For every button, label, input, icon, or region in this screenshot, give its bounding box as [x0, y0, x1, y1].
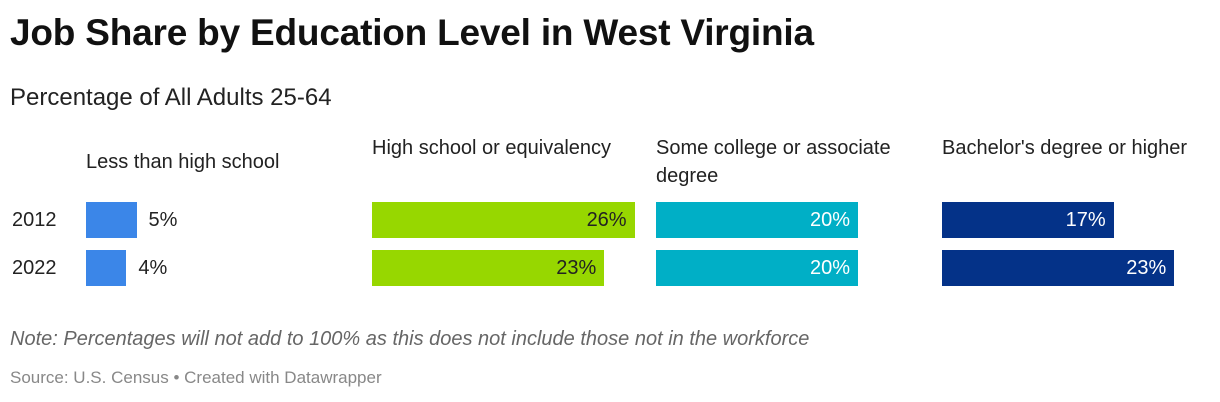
bar	[942, 202, 1114, 238]
bar-value-label: 5%	[148, 209, 178, 231]
bar-value-label: 20%	[809, 209, 850, 231]
column-label: Less than high school	[86, 151, 280, 173]
year-label-2012: 2012	[12, 209, 57, 231]
bar	[372, 250, 605, 286]
bar	[86, 202, 137, 238]
column-label: High school or equivalency	[372, 137, 612, 159]
bar-value-label: 26%	[586, 209, 627, 231]
column-label: Bachelor's degree or higher	[942, 137, 1188, 159]
bar-value-label: 17%	[1065, 209, 1106, 231]
year-label-2022: 2022	[12, 257, 57, 279]
chart-title: Job Share by Education Level in West Vir…	[10, 12, 814, 53]
bar-value-label: 20%	[809, 257, 850, 279]
chart-subtitle: Percentage of All Adults 25-64	[10, 84, 332, 111]
bar-value-label: 23%	[1126, 257, 1167, 279]
chart-note: Note: Percentages will not add to 100% a…	[10, 328, 810, 350]
bar	[656, 250, 858, 286]
bar-value-label: 4%	[138, 257, 168, 279]
bar	[86, 250, 127, 286]
column-label: Some college or associate degree	[656, 137, 891, 187]
bar-value-label: 23%	[556, 257, 597, 279]
bar	[372, 202, 635, 238]
chart-source: Source: U.S. Census • Created with Dataw…	[10, 368, 382, 387]
bar	[656, 202, 858, 238]
bar	[942, 250, 1175, 286]
